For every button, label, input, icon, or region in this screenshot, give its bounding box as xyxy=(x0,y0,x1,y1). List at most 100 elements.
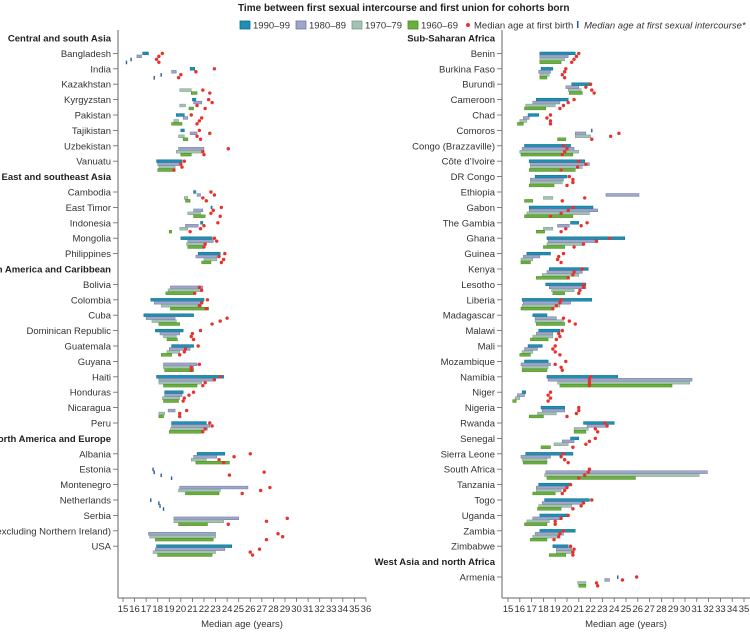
x-tick-label: 34 xyxy=(727,604,738,615)
first-birth-dot xyxy=(204,199,209,203)
first-birth-dot xyxy=(157,54,161,59)
cohort-bar xyxy=(520,307,555,311)
country-label: Congo (Brazzaville) xyxy=(412,141,495,152)
first-birth-dot xyxy=(172,168,176,172)
country-row: Nigeria xyxy=(465,403,581,419)
cohort-bar xyxy=(175,113,185,117)
first-birth-dot xyxy=(548,390,553,394)
legend-label: Median age at first birth xyxy=(474,21,573,32)
first-birth-dot xyxy=(203,427,207,431)
cohort-bar xyxy=(528,414,544,419)
first-birth-dot xyxy=(546,393,550,397)
cohort-bar xyxy=(536,485,568,490)
cohort-bar xyxy=(527,113,539,117)
country-label: Dominican Republic xyxy=(27,326,112,337)
country-row: Estonia xyxy=(79,465,266,481)
first-birth-dot xyxy=(197,304,202,308)
first-birth-dot xyxy=(203,242,207,246)
cohort-bar xyxy=(536,322,565,326)
first-birth-dot xyxy=(203,381,207,385)
x-tick-label: 22 xyxy=(585,604,596,615)
country-row: Pakistan xyxy=(75,111,204,126)
first-birth-dot xyxy=(571,180,575,185)
cohort-bar xyxy=(605,193,640,197)
first-birth-dot xyxy=(191,337,196,342)
first-birth-dot xyxy=(212,67,217,71)
country-label: Burundi xyxy=(462,80,495,91)
first-birth-dot xyxy=(580,267,585,271)
first-birth-dot xyxy=(546,399,550,403)
x-tick-label: 29 xyxy=(668,604,679,615)
cohort-bar xyxy=(536,488,562,493)
country-label: Serbia xyxy=(84,511,112,522)
first-birth-dot xyxy=(219,205,224,210)
cohort-bar xyxy=(541,408,565,413)
cohort-bar xyxy=(546,242,584,246)
first-birth-dot xyxy=(212,378,217,382)
country-label: Mali xyxy=(478,342,495,353)
legend-swatch xyxy=(407,20,419,30)
first-birth-dot xyxy=(223,251,227,256)
region-header: Central and south Asia xyxy=(8,34,112,45)
cohort-bar xyxy=(520,362,551,367)
x-axis-label: Median age (years) xyxy=(201,619,283,630)
cohort-bar xyxy=(171,421,207,425)
cohort-bar xyxy=(210,205,213,210)
cohort-bar xyxy=(171,70,177,74)
country-label: Colombia xyxy=(71,295,112,306)
country-row: Guinea xyxy=(464,249,566,265)
country-row: Kyrgyzstan xyxy=(64,95,214,111)
country-label: Netherlands xyxy=(60,496,111,507)
country-row: Namibia xyxy=(460,372,693,388)
first-birth-dot xyxy=(605,424,609,428)
cohort-bar xyxy=(541,501,584,505)
cohort-bar xyxy=(189,67,195,71)
cohort-bar xyxy=(526,251,551,256)
first-birth-dot xyxy=(201,196,205,200)
country-label: Bolivia xyxy=(83,280,112,291)
first-birth-dot xyxy=(581,282,586,287)
first-birth-dot xyxy=(182,350,187,354)
cohort-bar xyxy=(525,103,556,108)
cohort-bar xyxy=(182,116,189,120)
cohort-bar xyxy=(520,260,531,265)
cohort-bar xyxy=(165,291,194,295)
cohort-bar xyxy=(534,319,564,323)
cohort-bar xyxy=(187,211,201,215)
first-birth-dot xyxy=(218,319,222,323)
first-birth-dot xyxy=(617,131,621,136)
first-birth-dot xyxy=(182,396,187,400)
cohort-bar xyxy=(552,544,569,548)
x-tick-label: 32 xyxy=(314,604,325,615)
cohort-bar xyxy=(158,414,164,419)
cohort-bar xyxy=(145,316,176,320)
cohort-bar xyxy=(191,91,198,95)
country-label: Gabon xyxy=(466,203,495,214)
cohort-bar xyxy=(180,153,192,157)
first-birth-dot xyxy=(202,224,206,228)
cohort-bar xyxy=(519,353,531,357)
country-label: Zimbabwe xyxy=(451,542,495,553)
cohort-bar xyxy=(539,51,576,56)
x-tick-label: 20 xyxy=(176,604,187,615)
first-birth-dot xyxy=(208,91,212,95)
first-birth-dot xyxy=(565,485,569,490)
cohort-bar xyxy=(573,427,589,431)
country-row: Niger xyxy=(472,388,553,403)
first-birth-dot xyxy=(203,106,207,111)
country-label: Albania xyxy=(79,449,111,460)
first-birth-dot xyxy=(574,411,579,416)
first-birth-dot xyxy=(197,285,202,290)
first-birth-dot xyxy=(566,276,570,280)
cohort-bar xyxy=(153,301,204,305)
cohort-bar xyxy=(187,239,214,243)
cohort-bar xyxy=(575,134,591,138)
first-birth-dot xyxy=(199,288,204,292)
country-label: Mongolia xyxy=(72,234,111,245)
country-label: Cambodia xyxy=(68,188,112,199)
cohort-bar xyxy=(167,408,176,413)
first-birth-dot xyxy=(198,227,203,231)
country-label: Vanuatu xyxy=(76,157,111,168)
cohort-bar xyxy=(148,532,216,536)
cohort-bar xyxy=(556,547,572,551)
